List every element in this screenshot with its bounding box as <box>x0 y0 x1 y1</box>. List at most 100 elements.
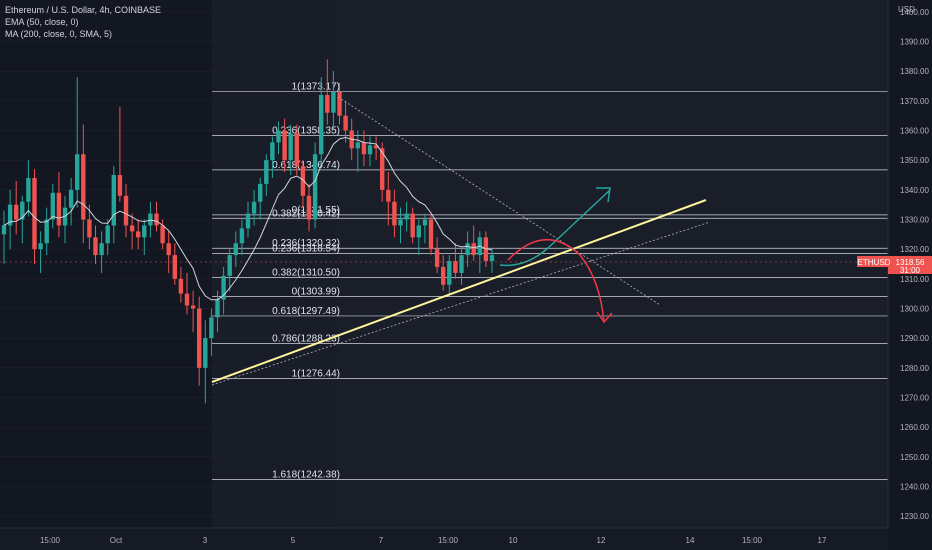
candle-body <box>300 166 306 196</box>
time-tick-label: Oct <box>110 536 123 545</box>
symbol-tag <box>857 256 891 267</box>
symbol-label: ETHUSD <box>858 258 891 267</box>
time-axis[interactable]: 15:00 Oct 3 5 7 15:00 10 12 14 15:00 17 <box>0 527 888 545</box>
candle-body <box>99 243 104 256</box>
ema-line <box>3 136 493 301</box>
candle-body <box>227 255 232 276</box>
fib-level-label: 0.618(1297.49) <box>272 306 340 317</box>
candle-body <box>172 255 177 279</box>
candle-body <box>264 160 269 184</box>
candle-body <box>447 261 452 285</box>
candle-body <box>416 225 421 238</box>
candle-body <box>325 94 330 113</box>
candle-body <box>50 192 55 220</box>
candle-body <box>428 219 434 250</box>
candle-body <box>258 183 263 202</box>
fib-level-label: 1(1276.44) <box>292 368 340 379</box>
candle-body <box>392 201 397 226</box>
time-tick-label: 5 <box>291 536 296 545</box>
candle-body <box>215 299 220 318</box>
price-tick-label: 1370.00 <box>900 97 929 106</box>
candle-body <box>233 243 238 256</box>
candle-body <box>1 225 7 235</box>
price-tick-label: 1400.00 <box>900 8 929 17</box>
candle-body <box>306 195 312 220</box>
candle-body <box>312 154 318 220</box>
candle-body <box>32 177 37 250</box>
fib-level-label: 1.618(1242.38) <box>272 469 340 480</box>
candle-body <box>373 145 379 149</box>
fib-level-label: 0.236(1320.32) <box>272 238 340 249</box>
candle-body <box>154 213 159 226</box>
time-tick-label: 15:00 <box>438 536 459 545</box>
candle-body <box>380 148 385 190</box>
candle-body <box>270 142 275 161</box>
candle-body <box>197 308 202 368</box>
candle-body <box>129 225 135 232</box>
candle-body <box>361 142 367 155</box>
fib-level-label: 0.618(1346.74) <box>272 160 340 171</box>
time-tick-label: 17 <box>818 536 827 545</box>
fib-level-label: 0.382(1310.50) <box>272 267 340 278</box>
candle-body <box>221 275 226 300</box>
candle-body <box>367 145 373 155</box>
candle-body <box>245 213 251 229</box>
current-price-label: 1318.56 <box>896 258 925 267</box>
candle-body <box>38 243 43 250</box>
price-axis-background <box>888 0 932 550</box>
time-tick-label: 3 <box>203 536 208 545</box>
ascending-trendline <box>211 199 707 383</box>
price-tick-label: 1260.00 <box>900 423 929 432</box>
candle-body <box>331 91 336 113</box>
time-tick-label: 15:00 <box>742 536 763 545</box>
candle-body <box>209 317 214 339</box>
candle-body <box>276 130 281 143</box>
candle-body <box>178 278 184 294</box>
candle-body <box>398 219 403 226</box>
price-tick-label: 1360.00 <box>900 127 929 136</box>
candle-body <box>319 94 324 155</box>
candle-body <box>288 133 293 161</box>
price-tick-label: 1380.00 <box>900 67 929 76</box>
price-tick-label: 1280.00 <box>900 364 929 373</box>
candle-body <box>87 219 92 238</box>
price-tick-label: 1290.00 <box>900 334 929 343</box>
candle-body <box>343 115 348 131</box>
time-tick-label: 15:00 <box>40 536 61 545</box>
candle-body <box>7 204 13 226</box>
candle-body <box>148 213 153 226</box>
candle-body <box>123 195 129 226</box>
countdown-label: 31:00 <box>900 266 921 275</box>
price-tick-label: 1320.00 <box>900 245 929 254</box>
dotted-trendline <box>211 221 711 386</box>
candle-body <box>160 225 165 244</box>
candle-body <box>14 204 19 220</box>
candle-body <box>44 219 49 244</box>
time-tick-label: 10 <box>509 536 518 545</box>
candle-body <box>239 228 245 244</box>
ma-legend: MA (200, close, 0, SMA, 5) <box>5 29 113 39</box>
candle-body <box>93 237 98 256</box>
candle-body <box>136 231 141 238</box>
price-tick-label: 1390.00 <box>900 38 929 47</box>
price-tick-label: 1230.00 <box>900 512 929 521</box>
fib-level-label: 0(1303.99) <box>292 287 340 298</box>
candle-body <box>184 293 190 306</box>
candle-body <box>251 201 257 214</box>
price-tick-label: 1310.00 <box>900 275 929 284</box>
time-tick-label: 12 <box>597 536 606 545</box>
candle-body <box>422 219 428 226</box>
candle-body <box>459 255 464 273</box>
symbol-title: Ethereum / U.S. Dollar, 4h, COINBASE <box>5 5 162 15</box>
candle-body <box>453 261 458 273</box>
candle-body <box>117 175 123 196</box>
candle-body <box>465 243 470 256</box>
price-tick-label: 1350.00 <box>900 156 929 165</box>
candle-body <box>471 243 476 256</box>
candle-body <box>294 133 299 167</box>
time-tick-label: 14 <box>686 536 695 545</box>
arrow-up-icon <box>499 187 611 267</box>
arrow-down-icon <box>507 239 613 324</box>
price-axis[interactable]: 1230.00 1240.00 1250.00 1260.00 1270.00 1280.… <box>887 0 932 550</box>
